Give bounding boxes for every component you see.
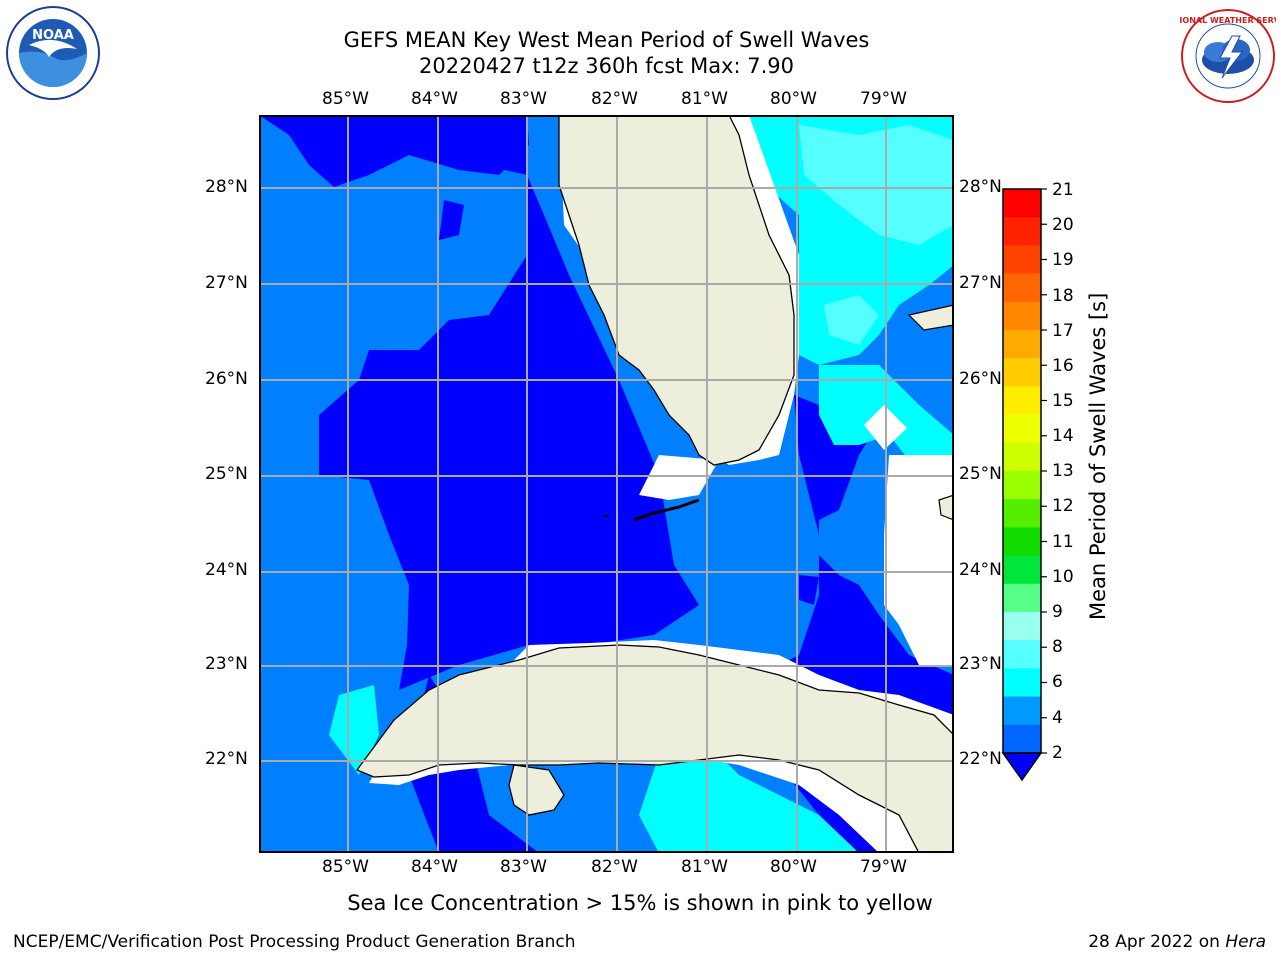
colorbar-tick-label: 21 [1052, 180, 1074, 200]
field-below-2s [799, 575, 819, 605]
lat-label-left: 24°N [205, 560, 248, 580]
field-below-2s [439, 200, 464, 240]
lat-label-right: 24°N [959, 560, 1002, 580]
colorbar-band [1003, 442, 1041, 472]
colorbar-tick-label: 12 [1052, 496, 1074, 516]
lon-label-bottom: 81°W [681, 857, 728, 877]
colorbar-tick-label: 11 [1052, 532, 1074, 552]
lat-label-left: 25°N [205, 464, 248, 484]
lon-label-top: 83°W [500, 89, 547, 109]
colorbar-band [1003, 330, 1041, 359]
lon-label-bottom: 80°W [770, 857, 817, 877]
lon-label-bottom: 82°W [591, 857, 638, 877]
colorbar-band [1003, 612, 1041, 641]
colorbar-tick-label: 20 [1052, 215, 1074, 235]
lon-label-top: 80°W [770, 89, 817, 109]
noaa-logo-text: NOAA [32, 28, 74, 43]
colorbar-band [1003, 189, 1041, 218]
lat-label-right: 27°N [959, 273, 1002, 293]
lon-label-top: 85°W [322, 89, 369, 109]
colorbar-band [1003, 668, 1041, 698]
footer-date-text: 28 Apr 2022 on [1088, 932, 1226, 952]
chart-title-line1: GEFS MEAN Key West Mean Period of Swell … [343, 28, 870, 52]
lon-label-bottom: 79°W [860, 857, 907, 877]
lat-label-left: 26°N [205, 369, 248, 389]
field-4-6s [329, 685, 379, 775]
masked-area [884, 455, 954, 665]
colorbar-band [1003, 499, 1041, 528]
colorbar-band [1003, 273, 1041, 303]
chart-title-line2: 20220427 t12z 360h fcst Max: 7.90 [419, 54, 794, 78]
colorbar-tick-label: 16 [1052, 356, 1074, 376]
colorbar-tick-label: 8 [1052, 637, 1063, 657]
map-frame [259, 115, 954, 853]
colorbar-tick-label: 17 [1052, 321, 1074, 341]
lat-label-left: 27°N [205, 273, 248, 293]
lon-label-top: 81°W [681, 89, 728, 109]
colorbar-band [1003, 696, 1041, 726]
florida-keys [603, 514, 610, 518]
colorbar-tick-label: 18 [1052, 286, 1074, 306]
lon-label-top: 79°W [860, 89, 907, 109]
lat-label-right: 26°N [959, 369, 1002, 389]
colorbar-band [1003, 245, 1041, 275]
colorbar-tick-label: 13 [1052, 461, 1074, 481]
field-6-8s [824, 295, 879, 345]
colorbar [1001, 188, 1047, 782]
colorbar-tick-label: 4 [1052, 708, 1063, 728]
colorbar-extend-triangle [1001, 752, 1043, 782]
lon-label-top: 82°W [591, 89, 638, 109]
footer-credit: NCEP/EMC/Verification Post Processing Pr… [13, 932, 576, 952]
noaa-logo: NOAA [6, 6, 100, 100]
land-bahamas [907, 304, 954, 331]
field-4-6s [639, 755, 859, 853]
florida-keys [633, 498, 700, 522]
graticule [259, 115, 954, 853]
colorbar-tick-label: 9 [1052, 602, 1063, 622]
lon-label-bottom: 85°W [322, 857, 369, 877]
colorbar-tick-label: 10 [1052, 567, 1074, 587]
land-bahamas [938, 494, 954, 521]
colorbar-tick-label: 6 [1052, 672, 1063, 692]
nws-logo: NATIONAL WEATHER SERVICE [1180, 9, 1276, 103]
colorbar-band [1003, 358, 1041, 387]
field-below-2s [259, 115, 529, 187]
footer-host: Hera [1225, 932, 1266, 952]
field-below-2s [259, 115, 699, 690]
colorbar-title: Mean Period of Swell Waves [s] [1086, 292, 1110, 620]
colorbar-tick-label: 15 [1052, 391, 1074, 411]
colorbar-band [1003, 217, 1041, 246]
colorbar-tick-label: 14 [1052, 426, 1074, 446]
lat-label-right: 25°N [959, 464, 1002, 484]
colorbar-band [1003, 555, 1041, 585]
lat-label-left: 22°N [205, 749, 248, 769]
lon-label-top: 84°W [411, 89, 458, 109]
lon-label-bottom: 83°W [500, 857, 547, 877]
lon-label-bottom: 84°W [411, 857, 458, 877]
map-caption: Sea Ice Concentration > 15% is shown in … [347, 891, 933, 915]
colorbar-band [1003, 724, 1041, 754]
colorbar-band [1003, 471, 1041, 500]
colorbar-band [1003, 301, 1041, 331]
colorbar-band [1003, 527, 1041, 557]
lat-label-left: 28°N [205, 177, 248, 197]
masked-area [639, 455, 719, 500]
colorbar-band [1003, 414, 1041, 444]
footer-date: 28 Apr 2022 on Hera [1088, 932, 1266, 952]
lat-label-right: 28°N [959, 177, 1002, 197]
land-isla-juventud [508, 764, 565, 816]
lat-label-left: 23°N [205, 654, 248, 674]
field-6-8s [799, 125, 954, 245]
land-cuba [355, 644, 954, 853]
lat-label-right: 22°N [959, 749, 1002, 769]
swell-period-map [259, 115, 954, 853]
colorbar-band [1003, 386, 1041, 416]
nws-logo-text: NATIONAL WEATHER SERVICE [1180, 16, 1276, 25]
colorbar-band [1003, 583, 1041, 613]
colorbar-band [1003, 640, 1041, 669]
colorbar-tick-label: 2 [1052, 743, 1063, 763]
colorbar-tick-label: 19 [1052, 250, 1074, 270]
lat-label-right: 23°N [959, 654, 1002, 674]
